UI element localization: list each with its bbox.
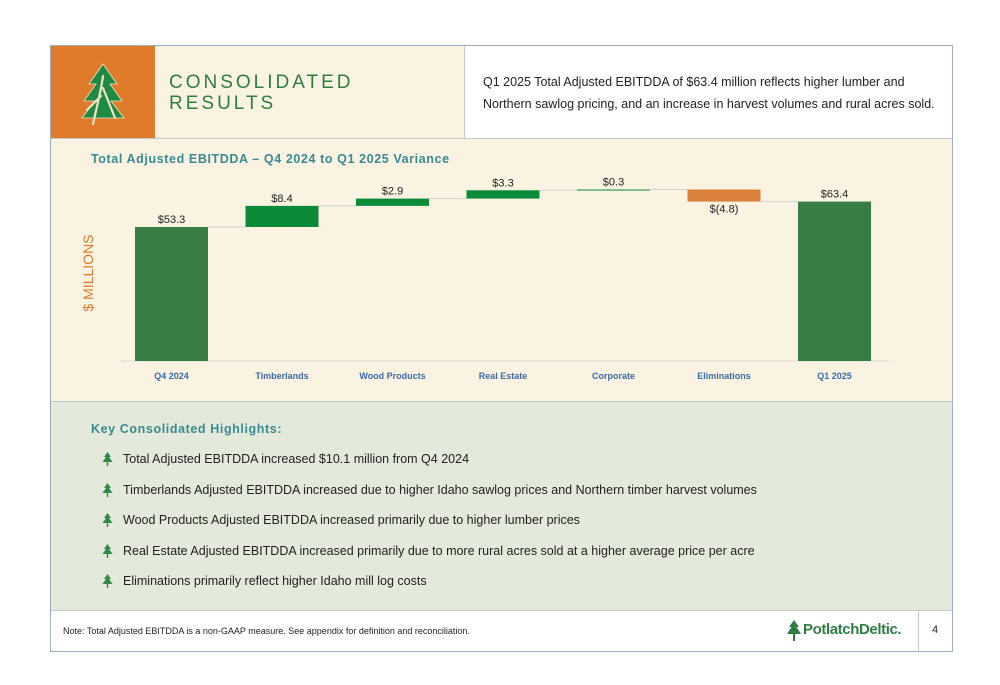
data-label: $63.4 [821, 189, 849, 201]
bar-corporate [577, 189, 650, 191]
category-label: Corporate [592, 371, 635, 381]
list-item: Eliminations primarily reflect higher Id… [101, 570, 757, 601]
highlight-text: Wood Products Adjusted EBITDDA increased… [123, 513, 580, 527]
brand-tree-icon [787, 620, 801, 641]
header-description: Q1 2025 Total Adjusted EBITDDA of $63.4 … [483, 75, 935, 111]
list-item: Total Adjusted EBITDDA increased $10.1 m… [101, 448, 757, 479]
chart-panel: Total Adjusted EBITDDA – Q4 2024 to Q1 2… [51, 138, 952, 401]
category-label: Timberlands [255, 371, 308, 381]
page-title: CONSOLIDATED RESULTS [169, 72, 354, 114]
title-panel: CONSOLIDATED RESULTS [155, 46, 465, 138]
logo-panel [51, 46, 155, 138]
highlights-panel: Key Consolidated Highlights: Total Adjus… [51, 401, 952, 610]
page-number: 4 [931, 624, 939, 636]
footer: Note: Total Adjusted EBITDDA is a non-GA… [51, 610, 952, 651]
description-panel: Q1 2025 Total Adjusted EBITDDA of $63.4 … [465, 46, 952, 138]
data-label: $53.3 [158, 214, 186, 226]
highlight-text: Total Adjusted EBITDDA increased $10.1 m… [123, 452, 470, 466]
category-label: Q4 2024 [154, 371, 189, 381]
highlights-list: Total Adjusted EBITDDA increased $10.1 m… [101, 448, 757, 601]
data-label: $2.9 [382, 186, 403, 198]
category-label: Q1 2025 [817, 371, 852, 381]
highlight-text: Real Estate Adjusted EBITDDA increased p… [123, 543, 755, 558]
footnote: Note: Total Adjusted EBITDDA is a non-GA… [63, 626, 470, 636]
category-label: Eliminations [697, 371, 751, 381]
data-label: $(4.8) [710, 204, 739, 216]
waterfall-chart: $ MILLIONS $53.3 Q4 2024 $8.4 Timberlands $2.… [80, 177, 889, 381]
y-axis-label: $ MILLIONS [80, 234, 96, 311]
list-item: Timberlands Adjusted EBITDDA increased d… [101, 479, 757, 510]
data-label: $8.4 [271, 193, 292, 205]
tree-bullet-icon [102, 513, 113, 527]
data-label: $3.3 [492, 177, 513, 189]
tree-bullet-icon [102, 543, 113, 558]
tree-bullet-icon [102, 452, 113, 466]
bar-timberlands [245, 205, 319, 227]
bar-wood-products [356, 198, 429, 206]
highlight-text: Eliminations primarily reflect higher Id… [123, 574, 427, 588]
page-divider [918, 611, 919, 651]
bar-real-estate [466, 190, 540, 199]
tree-bullet-icon [102, 482, 113, 497]
bar-q4-2024 [135, 226, 208, 361]
tree-bullet-icon [102, 574, 113, 588]
bar-eliminations [687, 189, 761, 202]
list-item: Wood Products Adjusted EBITDDA increased… [101, 509, 757, 540]
brand-logo-text: PotlatchDeltic. [803, 621, 902, 638]
data-label: $0.3 [603, 177, 624, 189]
category-label: Wood Products [359, 371, 425, 381]
tree-logo-icon [81, 63, 125, 126]
list-item: Real Estate Adjusted EBITDDA increased p… [101, 540, 757, 571]
slide-frame: CONSOLIDATED RESULTS Q1 2025 Total Adjus… [50, 45, 953, 652]
highlights-title: Key Consolidated Highlights: [91, 422, 283, 436]
category-label: Real Estate [479, 371, 528, 381]
highlight-text: Timberlands Adjusted EBITDDA increased d… [123, 482, 757, 497]
bar-q1-2025 [798, 201, 871, 361]
chart-title: Total Adjusted EBITDDA – Q4 2024 to Q1 2… [91, 152, 450, 166]
